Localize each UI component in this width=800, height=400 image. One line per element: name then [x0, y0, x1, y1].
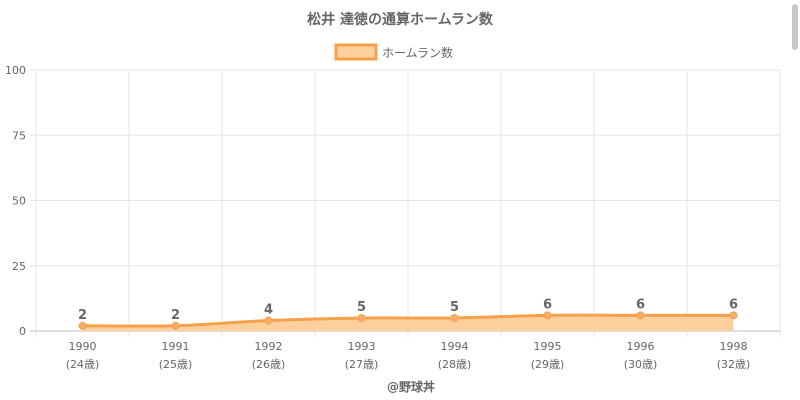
x-tick-label: 1996: [627, 340, 655, 353]
series-area: [82, 315, 734, 331]
scrollbar[interactable]: [792, 4, 798, 50]
x-tick-sublabel: (26歳): [252, 358, 286, 371]
legend-label[interactable]: ホームラン数: [382, 45, 453, 60]
legend-swatch[interactable]: [334, 43, 378, 61]
y-tick-label: 0: [19, 325, 26, 338]
y-tick-label: 100: [5, 64, 26, 77]
x-tick-sublabel: (25歳): [159, 358, 193, 371]
x-tick-label: 1998: [720, 340, 748, 353]
credit-text: @野球丼: [387, 379, 435, 394]
data-label: 4: [264, 303, 273, 318]
data-label: 6: [636, 297, 645, 312]
x-tick-sublabel: (28歳): [438, 358, 472, 371]
chart-title: 松井 達徳の通算ホームラン数: [307, 11, 494, 28]
data-point: [636, 311, 645, 320]
data-point: [171, 321, 180, 330]
y-axis: 0 25 50 75 100: [5, 64, 26, 338]
x-tick-label: 1995: [534, 340, 562, 353]
data-point: [450, 313, 459, 322]
legend[interactable]: ホームラン数: [334, 43, 453, 61]
data-label: 5: [450, 300, 459, 315]
x-axis: 1990 (24歳) 1991 (25歳) 1992 (26歳) 1993 (27歳) 1994…: [30, 330, 780, 371]
x-tick-label: 1994: [441, 340, 469, 353]
x-tick-sublabel: (32歳): [717, 358, 751, 371]
data-label: 2: [78, 308, 87, 323]
x-tick-label: 1992: [255, 340, 283, 353]
grid: [30, 69, 781, 337]
data-label: 6: [729, 297, 738, 312]
x-tick-sublabel: (29歳): [531, 358, 565, 371]
data-label: 5: [357, 300, 366, 315]
series-line: [82, 313, 734, 328]
data-points: [78, 311, 738, 330]
x-tick-sublabel: (24歳): [66, 358, 100, 371]
data-label: 6: [543, 297, 552, 312]
x-tick-label: 1990: [69, 340, 97, 353]
y-tick-label: 25: [12, 260, 26, 273]
x-tick-label: 1991: [162, 340, 190, 353]
data-point: [264, 316, 273, 325]
y-tick-label: 75: [12, 129, 26, 142]
data-label: 2: [171, 308, 180, 323]
x-tick-sublabel: (27歳): [345, 358, 379, 371]
data-labels: 2 2 4 5 5 6 6 6: [78, 297, 738, 322]
x-tick-sublabel: (30歳): [624, 358, 658, 371]
data-point: [543, 311, 552, 320]
data-point: [729, 311, 738, 320]
data-point: [78, 321, 87, 330]
x-tick-label: 1993: [348, 340, 376, 353]
data-point: [357, 313, 366, 322]
y-tick-label: 50: [12, 195, 26, 208]
